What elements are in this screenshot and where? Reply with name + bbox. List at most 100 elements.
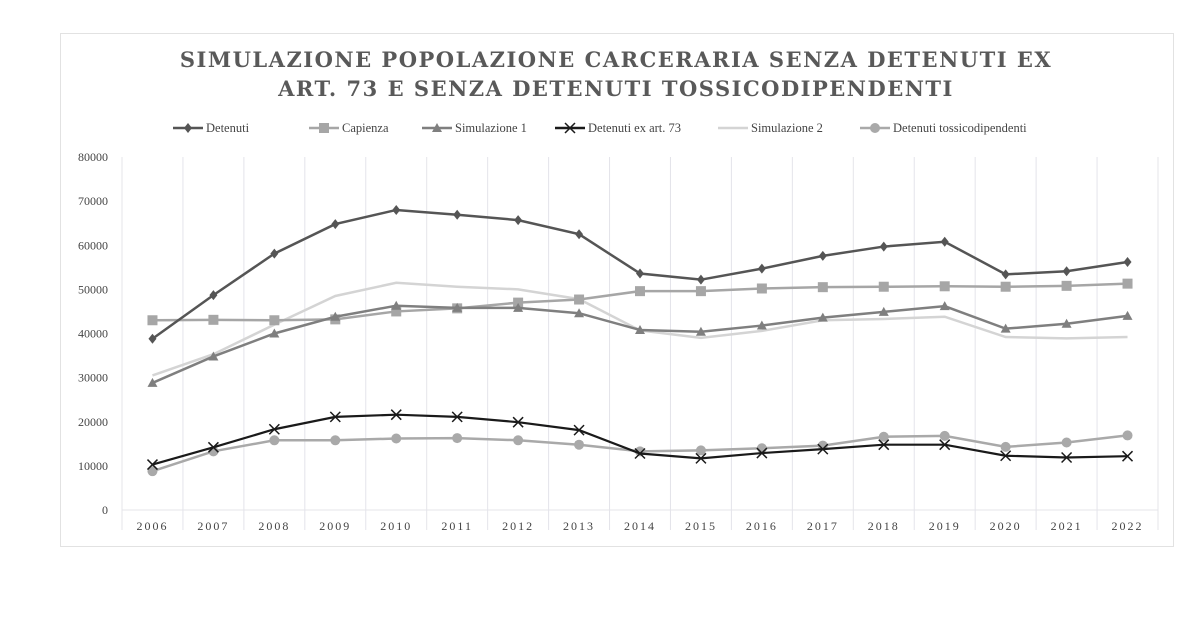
- series-simulazione-1: [147, 300, 1133, 387]
- data-point: [1000, 281, 1011, 292]
- x-tick-label: 2020: [990, 519, 1022, 533]
- data-point: [209, 290, 218, 301]
- data-point: [330, 435, 341, 446]
- data-point: [1061, 437, 1072, 448]
- chart-title-line-1: SIMULAZIONE POPOLAZIONE CARCERARIA SENZA…: [179, 47, 1053, 72]
- data-point: [636, 268, 644, 279]
- data-point: [269, 328, 280, 338]
- data-point: [1122, 310, 1133, 320]
- data-point: [147, 466, 158, 477]
- data-point: [817, 312, 828, 322]
- data-point: [878, 281, 889, 292]
- data-point: [391, 433, 402, 444]
- data-point: [1061, 280, 1072, 291]
- data-point: [1061, 318, 1072, 328]
- x-tick-label: 2014: [624, 519, 656, 533]
- legend-item: Simulazione 2: [718, 121, 823, 135]
- legend-item: Capienza: [309, 121, 389, 135]
- series-detenuti-ex-art-73: [146, 409, 1134, 471]
- series-line: [151, 304, 1128, 385]
- x-tick-label: 2016: [746, 519, 778, 533]
- x-tick-label: 2019: [929, 519, 961, 533]
- data-point: [453, 209, 462, 220]
- data-point: [817, 443, 829, 455]
- legend-label: Detenuti: [206, 121, 250, 135]
- data-point: [696, 274, 705, 285]
- data-point: [514, 215, 523, 226]
- series-detenuti-tossicodipendenti: [147, 430, 1133, 477]
- legend-marker: [432, 123, 442, 132]
- data-point: [695, 452, 707, 464]
- chart-title-line-2: ART. 73 E SENZA DETENUTI TOSSICODIPENDEN…: [278, 76, 954, 101]
- data-point: [513, 435, 524, 446]
- data-point: [878, 431, 889, 442]
- data-point: [634, 447, 646, 460]
- data-point: [1121, 450, 1134, 462]
- chart-title: SIMULAZIONE POPOLAZIONE CARCERARIA SENZA…: [60, 45, 1172, 103]
- data-point: [695, 326, 706, 336]
- data-point: [330, 311, 341, 321]
- x-tick-label: 2008: [258, 519, 290, 533]
- data-point: [939, 430, 950, 441]
- x-tick-label: 2017: [807, 519, 839, 533]
- data-point: [1123, 257, 1132, 268]
- x-tick-label: 2013: [563, 519, 595, 533]
- y-tick-label: 30000: [78, 371, 108, 385]
- data-point: [1061, 451, 1073, 464]
- data-point: [1000, 450, 1012, 462]
- legend-item: Detenuti tossicodipendenti: [860, 121, 1027, 135]
- y-tick-label: 50000: [78, 282, 108, 296]
- data-point: [757, 263, 766, 274]
- data-point: [329, 411, 341, 423]
- x-tick-label: 2022: [1112, 519, 1144, 533]
- x-tick-label: 2012: [502, 519, 534, 533]
- data-point: [756, 443, 767, 454]
- data-point: [269, 315, 280, 326]
- data-point: [392, 204, 401, 215]
- data-point: [147, 315, 158, 326]
- data-point: [695, 286, 706, 297]
- data-point: [939, 301, 950, 311]
- data-point: [270, 248, 279, 259]
- data-point: [512, 416, 524, 428]
- legend-label: Simulazione 1: [455, 121, 527, 135]
- data-point: [939, 281, 950, 292]
- data-point: [513, 302, 524, 312]
- y-tick-label: 0: [102, 503, 108, 517]
- y-tick-label: 70000: [78, 194, 108, 208]
- legend-label: Detenuti tossicodipendenti: [893, 121, 1027, 135]
- series-detenuti: [148, 204, 1132, 344]
- data-point: [575, 229, 584, 240]
- data-point: [574, 308, 585, 318]
- y-tick-label: 20000: [78, 415, 108, 429]
- y-tick-label: 80000: [78, 150, 108, 164]
- data-point: [331, 219, 340, 230]
- data-point: [818, 250, 827, 261]
- legend-marker: [870, 123, 880, 133]
- data-point: [268, 423, 280, 435]
- y-tick-label: 10000: [78, 459, 108, 473]
- data-point: [207, 441, 219, 453]
- data-point: [635, 286, 645, 297]
- data-point: [878, 306, 889, 316]
- data-point: [147, 377, 158, 387]
- data-point: [1000, 323, 1011, 333]
- x-tick-label: 2018: [868, 519, 900, 533]
- data-point: [452, 433, 463, 444]
- data-point: [1122, 278, 1133, 289]
- data-point: [573, 424, 585, 436]
- data-point: [391, 300, 402, 310]
- data-point: [146, 459, 159, 471]
- data-point: [148, 333, 157, 344]
- chart-frame: [60, 33, 1174, 547]
- legend-marker: [319, 123, 329, 133]
- data-point: [451, 411, 463, 423]
- legend-item: Detenuti: [173, 121, 250, 135]
- y-tick-label: 60000: [78, 238, 108, 252]
- legend-marker: [184, 123, 192, 133]
- data-point: [452, 302, 463, 312]
- data-point: [390, 409, 402, 421]
- data-point: [635, 324, 645, 334]
- data-point: [208, 351, 219, 361]
